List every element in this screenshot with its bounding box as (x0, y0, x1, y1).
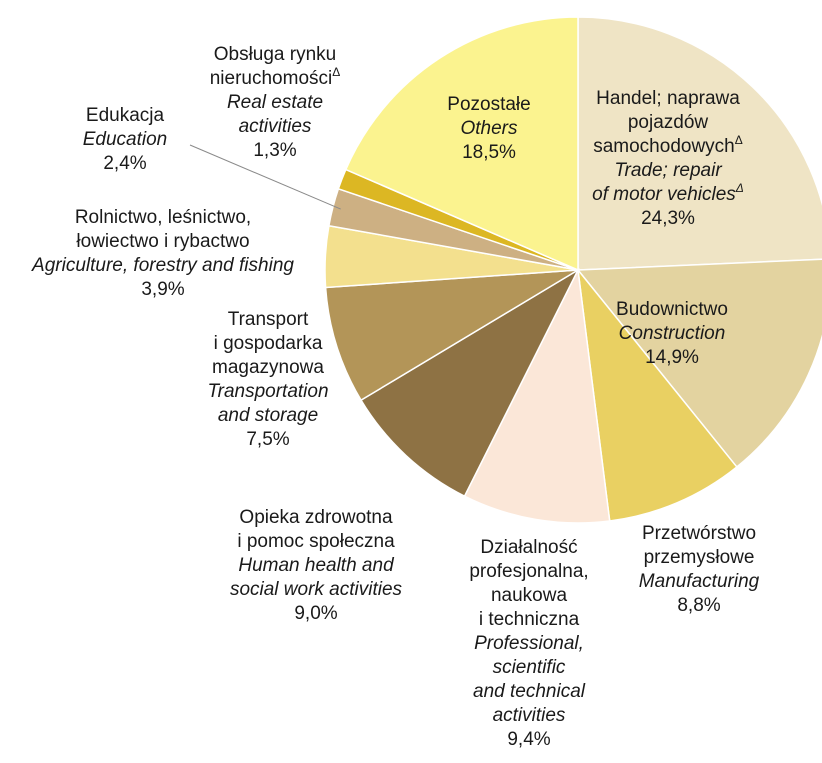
label-en: Manufacturing (639, 571, 760, 592)
label-en: and storage (218, 405, 318, 426)
label-pl: magazynowa (212, 357, 324, 378)
label-value: 2,4% (103, 153, 146, 174)
label-pl: Działalność (480, 537, 577, 558)
label-pl: łowiectwo i rybactwo (76, 231, 249, 252)
label-en: scientific (493, 657, 566, 678)
slice-label-2: Przetwórstwo przemysłowe Manufacturing 8,8% (639, 523, 760, 616)
label-pl: Handel; naprawa (596, 88, 740, 109)
label-en: activities (239, 116, 312, 137)
pie-slice-5 (324, 269, 579, 402)
pie-slice-2 (576, 267, 738, 522)
label-value: 24,3% (641, 208, 695, 229)
label-pl: profesjonalna, (469, 561, 588, 582)
label-pl: i gospodarka (214, 333, 323, 354)
label-value: 7,5% (246, 429, 289, 450)
slice-label-7: Edukacja Education 2,4% (83, 105, 168, 174)
label-pl: Obsługa rynku (214, 44, 337, 65)
pie-slice-1 (576, 258, 822, 469)
label-en: Education (83, 129, 168, 150)
label-pl: pojazdów (628, 112, 709, 133)
label-pl: Transport (228, 309, 309, 330)
slice-label-8: Obsługa rynku nieruchomościΔ Real estate ac… (210, 44, 341, 161)
label-value: 1,3% (253, 140, 296, 161)
slice-label-5: Transport i gospodarka magazynowa Transport… (207, 309, 328, 450)
label-value: 9,0% (294, 603, 337, 624)
label-pl: Przetwórstwo (642, 523, 756, 544)
label-pl: naukowa (491, 585, 567, 606)
label-en: and technical (473, 681, 586, 702)
label-pl: nieruchomościΔ (210, 65, 341, 89)
label-pl: i techniczna (479, 609, 580, 630)
leader-line (189, 144, 341, 210)
label-en: Agriculture, forestry and fishing (31, 255, 294, 276)
slice-label-6: Rolnictwo, leśnictwo, łowiectwo i rybactw… (31, 207, 294, 300)
label-en: activities (493, 705, 566, 726)
slice-label-9: Pozostałe Others 18,5% (447, 94, 530, 163)
label-en: Trade; repair (614, 160, 722, 181)
label-pl: samochodowychΔ (593, 133, 743, 157)
pie-slice-3 (463, 267, 611, 524)
label-en: Professional, (474, 633, 584, 654)
label-value: 14,9% (645, 347, 699, 368)
slice-label-3: Działalność profesjonalna, naukowa i techni… (469, 537, 588, 750)
label-pl: i pomoc społeczna (237, 531, 395, 552)
label-en: Construction (619, 323, 726, 344)
label-en: Human health and (238, 555, 395, 576)
label-pl: Pozostałe (447, 94, 530, 115)
slice-label-1: Budownictwo Construction 14,9% (616, 299, 728, 368)
label-value: 3,9% (141, 279, 184, 300)
slice-label-4: Opieka zdrowotna i pomoc społeczna Human h… (230, 507, 403, 624)
pie-slice-9 (344, 16, 579, 272)
label-en: social work activities (230, 579, 403, 600)
label-pl: przemysłowe (644, 547, 755, 568)
label-pl: Budownictwo (616, 299, 728, 320)
pie-slice-4 (360, 268, 580, 498)
label-en: Transportation (207, 381, 328, 402)
label-value: 8,8% (677, 595, 720, 616)
label-pl: Edukacja (86, 105, 165, 126)
label-value: 18,5% (462, 142, 516, 163)
label-en: of motor vehiclesΔ (592, 181, 744, 205)
label-pl: Rolnictwo, leśnictwo, (75, 207, 251, 228)
pie-slice-0 (577, 16, 822, 271)
label-pl: Opieka zdrowotna (239, 507, 393, 528)
slice-label-0: Handel; naprawa pojazdów samochodowychΔ Tra… (592, 88, 744, 229)
label-en: Others (460, 118, 518, 139)
label-value: 9,4% (507, 729, 550, 750)
label-en: Real estate (227, 92, 323, 113)
